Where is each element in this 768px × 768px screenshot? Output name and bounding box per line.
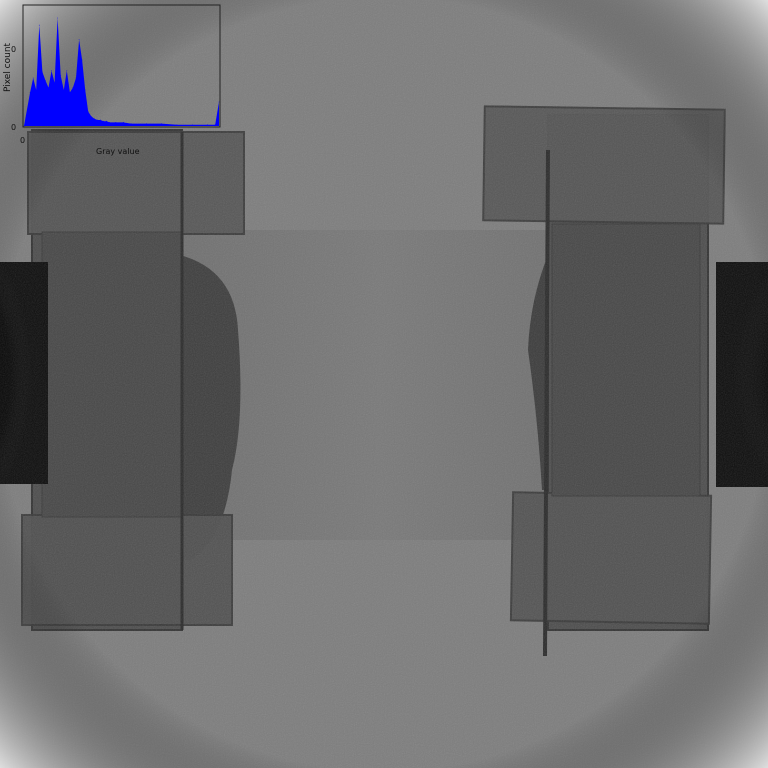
histogram-point <box>130 123 132 124</box>
histogram-point <box>78 39 80 40</box>
histogram-point <box>51 70 52 72</box>
histogram-point <box>81 59 83 61</box>
histogram-y-tick-top: 0 <box>11 45 16 54</box>
histogram-point <box>60 75 62 76</box>
histogram-point <box>218 101 220 103</box>
histogram-point <box>66 70 68 72</box>
histogram-point <box>35 89 37 91</box>
histogram-xlabel: Gray value <box>96 147 140 156</box>
histogram-y-tick-bottom: 0 <box>11 123 16 132</box>
histogram-plot-frame <box>22 4 221 128</box>
histogram-point <box>87 111 89 112</box>
histogram-point <box>75 77 77 79</box>
histogram-marks <box>23 17 220 127</box>
histogram-point <box>84 89 86 91</box>
histogram-point <box>106 120 107 122</box>
histogram-point <box>115 122 117 123</box>
histogram-x-tick-left: 0 <box>20 136 25 145</box>
histogram-point <box>146 123 147 124</box>
histogram-point <box>123 122 124 123</box>
histogram-point <box>176 124 178 126</box>
histogram-point <box>191 124 193 126</box>
histogram-point <box>38 24 40 26</box>
histogram-point <box>161 123 163 124</box>
histogram-point <box>109 122 110 123</box>
histogram-point <box>54 82 55 84</box>
histogram-point <box>48 87 49 88</box>
histogram-point <box>90 116 92 117</box>
histogram-point <box>103 120 104 122</box>
histogram-point <box>32 77 34 79</box>
histogram-point <box>100 119 101 121</box>
histogram-point <box>94 118 95 120</box>
histogram-point <box>72 87 74 88</box>
histogram-ylabel: Pixel count <box>3 42 13 92</box>
histogram-overlay: Pixel count 0 0 0 Gray value <box>3 4 221 156</box>
histogram-point <box>57 17 58 19</box>
histogram-point <box>214 124 216 126</box>
histogram-point <box>63 89 65 91</box>
histogram-point <box>29 92 31 93</box>
histogram-point <box>207 124 208 126</box>
histogram-point <box>42 71 43 73</box>
histogram-area <box>24 18 219 126</box>
histogram-point <box>23 125 25 127</box>
histogram-point <box>69 92 71 93</box>
histogram-point <box>97 119 98 121</box>
histogram-point <box>45 80 46 81</box>
